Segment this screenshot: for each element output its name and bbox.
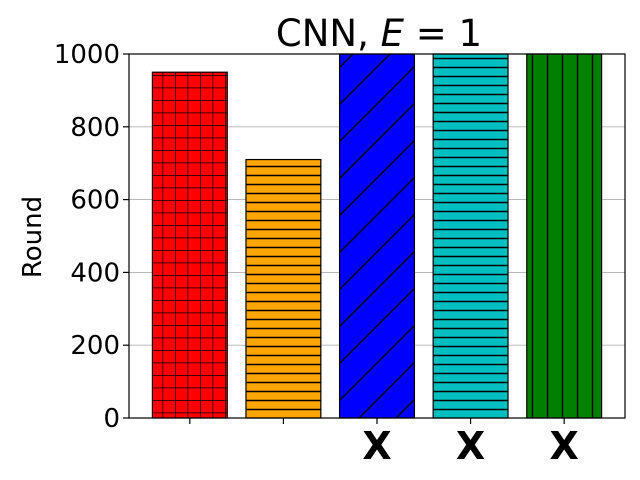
y-tick-label: 1000 <box>54 40 120 70</box>
bar-hatch <box>432 53 509 419</box>
y-tick-label: 400 <box>70 258 120 288</box>
y-tick-label: 800 <box>70 113 120 143</box>
bar-hatch <box>526 53 603 419</box>
y-axis-label: Round <box>18 196 48 278</box>
bars <box>151 53 603 419</box>
y-tick-label: 600 <box>70 186 120 216</box>
bar-hatch <box>245 158 322 419</box>
chart-title: CNN, E = 1 <box>276 12 482 55</box>
bar-hatch <box>338 53 416 419</box>
y-tick-label: 0 <box>103 404 120 434</box>
x-tick-label: X <box>362 424 391 468</box>
bar-hatch <box>151 71 228 419</box>
x-tick-label: X <box>550 424 579 468</box>
y-ticks: 0 200 400 600 800 1000 <box>54 40 129 434</box>
y-tick-label: 200 <box>70 331 120 361</box>
x-tick-label: X <box>456 424 485 468</box>
